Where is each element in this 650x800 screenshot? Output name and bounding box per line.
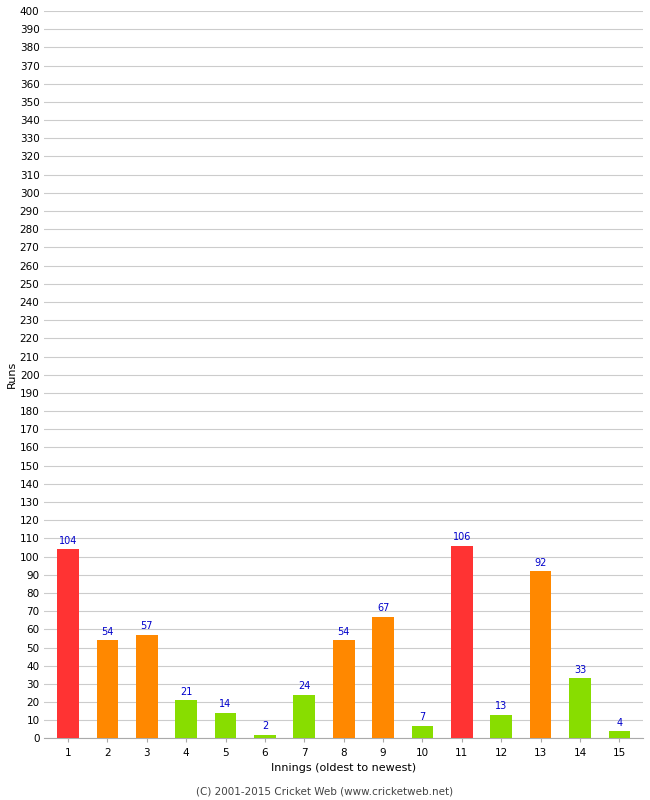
Text: 2: 2 (262, 721, 268, 731)
Bar (411, 726, 434, 738)
Text: 21: 21 (180, 686, 192, 697)
Text: 106: 106 (452, 532, 471, 542)
Bar (136, 634, 157, 738)
Bar (214, 713, 237, 738)
Bar (530, 571, 551, 738)
Bar (57, 550, 79, 738)
Text: 14: 14 (220, 699, 231, 710)
Text: 4: 4 (616, 718, 623, 727)
Bar (569, 678, 591, 738)
Text: 54: 54 (337, 626, 350, 637)
Text: 33: 33 (574, 665, 586, 675)
Bar (333, 640, 354, 738)
Text: 24: 24 (298, 681, 311, 691)
Bar (176, 700, 197, 738)
Text: 67: 67 (377, 603, 389, 613)
Text: 104: 104 (58, 536, 77, 546)
Y-axis label: Runs: Runs (7, 361, 17, 388)
Bar (490, 715, 512, 738)
Bar (254, 735, 276, 738)
Bar (451, 546, 473, 738)
Text: (C) 2001-2015 Cricket Web (www.cricketweb.net): (C) 2001-2015 Cricket Web (www.cricketwe… (196, 786, 454, 796)
Text: 57: 57 (140, 621, 153, 631)
X-axis label: Innings (oldest to newest): Innings (oldest to newest) (271, 763, 416, 773)
Bar (96, 640, 118, 738)
Bar (293, 695, 315, 738)
Text: 54: 54 (101, 626, 114, 637)
Text: 92: 92 (534, 558, 547, 567)
Bar (608, 731, 630, 738)
Bar (372, 617, 394, 738)
Text: 7: 7 (419, 712, 426, 722)
Text: 13: 13 (495, 701, 508, 711)
